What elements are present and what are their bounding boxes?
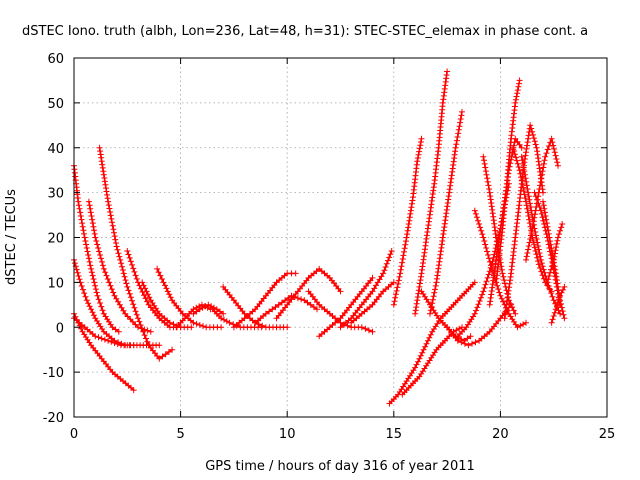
series-9 <box>154 265 225 331</box>
series-markers <box>173 301 214 331</box>
series-markers <box>386 279 478 407</box>
series-26 <box>427 108 465 317</box>
series-markers <box>427 108 465 317</box>
series-20 <box>348 279 397 326</box>
series-markers <box>544 221 566 286</box>
chart-title: dSTEC Iono. truth (albh, Lon=236, Lat=48… <box>22 24 588 39</box>
x-tick-label: 0 <box>70 427 78 442</box>
y-tick-label: 20 <box>47 232 64 247</box>
series-line <box>73 164 120 333</box>
series-1 <box>71 162 122 335</box>
series-22 <box>390 135 425 308</box>
series-markers <box>471 207 529 331</box>
x-axis-label: GPS time / hours of day 316 of year 2011 <box>205 459 475 474</box>
series-markers <box>124 248 184 331</box>
series-markers <box>493 77 523 286</box>
series-markers <box>316 274 376 340</box>
series-40 <box>548 283 568 326</box>
series-markers <box>230 270 299 331</box>
series-27 <box>444 301 515 349</box>
series-39 <box>544 221 566 286</box>
y-tick-label: -20 <box>43 411 64 426</box>
series-32 <box>493 77 523 286</box>
y-tick-label: 10 <box>47 276 64 291</box>
series-8 <box>139 279 195 331</box>
series-markers <box>71 162 122 335</box>
series-markers <box>190 301 227 317</box>
series-markers <box>548 283 568 326</box>
y-tick-label: 30 <box>47 187 64 202</box>
series-17 <box>305 288 376 335</box>
series-markers <box>154 265 225 331</box>
series-25 <box>418 288 474 344</box>
series-7 <box>124 248 184 331</box>
series-markers <box>348 279 397 326</box>
plot-area <box>71 68 568 407</box>
series-11 <box>190 301 227 317</box>
series-markers <box>220 283 291 331</box>
series-6 <box>96 144 176 362</box>
series-markers <box>444 301 515 349</box>
x-tick-label: 5 <box>176 427 184 442</box>
series-16 <box>273 265 344 322</box>
series-21 <box>386 279 478 407</box>
series-markers <box>412 68 451 317</box>
y-tick-label: -10 <box>43 366 64 381</box>
series-markers <box>418 288 474 344</box>
x-tick-label: 25 <box>599 427 616 442</box>
y-tick-label: 50 <box>47 97 64 112</box>
series-15 <box>252 292 320 326</box>
grid <box>74 58 607 417</box>
series-line <box>126 250 182 329</box>
series-5 <box>85 198 154 335</box>
y-tick-label: 40 <box>47 142 64 157</box>
axes: 0 5 10 15 20 25 -20 -10 0 10 20 30 40 50 60 <box>43 52 616 442</box>
series-markers <box>390 135 425 308</box>
y-axis-label: dSTEC / TECUs <box>4 189 19 285</box>
y-tick-label: 60 <box>47 52 64 67</box>
series-markers <box>337 248 395 331</box>
x-tick-label: 15 <box>386 427 403 442</box>
series-markers <box>96 144 176 362</box>
series-markers <box>273 265 344 322</box>
series-29 <box>471 207 529 331</box>
series-19 <box>337 248 395 331</box>
y-tick-label: 0 <box>56 321 64 336</box>
series-line <box>420 290 472 342</box>
series-14 <box>230 270 299 331</box>
series-24 <box>412 68 451 317</box>
series-markers <box>252 292 320 326</box>
x-tick-label: 20 <box>492 427 509 442</box>
series-markers <box>85 198 154 335</box>
series-36 <box>523 135 561 263</box>
series-18 <box>316 274 376 340</box>
series-line <box>456 182 510 338</box>
x-tick-label: 10 <box>279 427 296 442</box>
series-markers <box>523 135 561 263</box>
